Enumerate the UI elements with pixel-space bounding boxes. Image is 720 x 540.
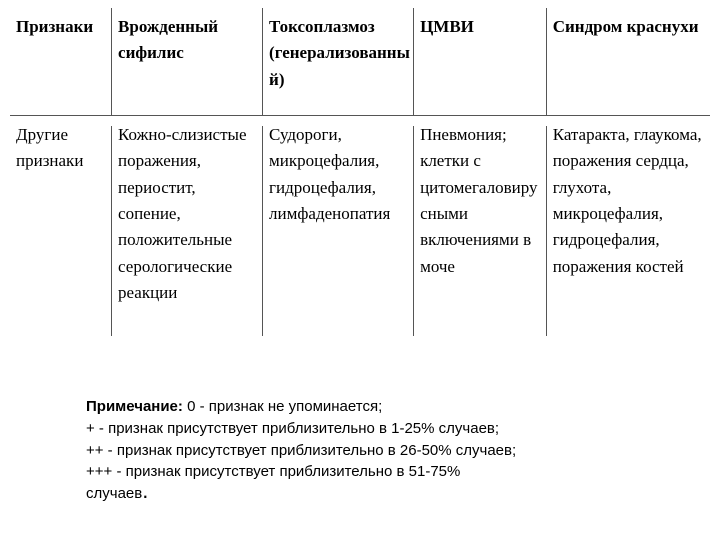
table-header-row: Признаки Врожденный сифилис Токсоплазмоз… <box>10 8 710 116</box>
table-row: Другие признаки Кожно-слизистые поражени… <box>10 116 710 369</box>
header-sep-2 <box>262 8 263 115</box>
body-sep-2 <box>262 126 263 336</box>
cell-3: Пневмония; клетки с цитомегаловирусными … <box>414 116 547 369</box>
col-header-2-text: Токсоплазмоз (генерализованный) <box>269 17 410 89</box>
header-sep-4 <box>546 8 547 115</box>
cell-1: Кожно-слизистые поражения, периостит, со… <box>112 116 263 369</box>
body-sep-4 <box>546 126 547 336</box>
col-header-3: ЦМВИ <box>414 8 547 116</box>
comparison-table: Признаки Врожденный сифилис Токсоплазмоз… <box>10 8 710 368</box>
footnote: Примечание: 0 - признак не упоминается; … <box>86 396 646 505</box>
footnote-line-4: случаев <box>86 485 142 502</box>
col-header-3-text: ЦМВИ <box>420 17 474 36</box>
header-sep-3 <box>413 8 414 115</box>
body-sep-3 <box>413 126 414 336</box>
col-header-0-text: Признаки <box>16 17 93 36</box>
cell-4-text: Катаракта, глаукома, поражения сердца, г… <box>553 125 702 276</box>
cell-2-text: Судороги, микроцефалия, гидроцефалия, ли… <box>269 125 390 223</box>
col-header-2: Токсоплазмоз (генерализованный) <box>263 8 414 116</box>
page: Признаки Врожденный сифилис Токсоплазмоз… <box>0 0 720 540</box>
body-sep-1 <box>111 126 112 336</box>
cell-3-text: Пневмония; клетки с цитомегаловирусными … <box>420 125 537 276</box>
col-header-4-text: Синдром краснухи <box>553 17 699 36</box>
footnote-label: Примечание: <box>86 398 183 415</box>
footnote-line-2: ++ - признак присутствует приблизительно… <box>86 442 516 459</box>
col-header-0: Признаки <box>10 8 112 116</box>
row-label-text: Другие признаки <box>16 125 83 170</box>
col-header-1-text: Врожденный сифилис <box>118 17 218 62</box>
footnote-line-1: + - признак присутствует приблизительно … <box>86 420 499 437</box>
col-header-1: Врожденный сифилис <box>112 8 263 116</box>
header-sep-1 <box>111 8 112 115</box>
footnote-line-0: 0 - признак не упоминается; <box>183 398 382 415</box>
cell-4: Катаракта, глаукома, поражения сердца, г… <box>547 116 710 369</box>
col-header-4: Синдром краснухи <box>547 8 710 116</box>
cell-1-text: Кожно-слизистые поражения, периостит, со… <box>118 125 246 302</box>
row-label-cell: Другие признаки <box>10 116 112 369</box>
cell-2: Судороги, микроцефалия, гидроцефалия, ли… <box>263 116 414 369</box>
footnote-dot: . <box>142 478 148 503</box>
